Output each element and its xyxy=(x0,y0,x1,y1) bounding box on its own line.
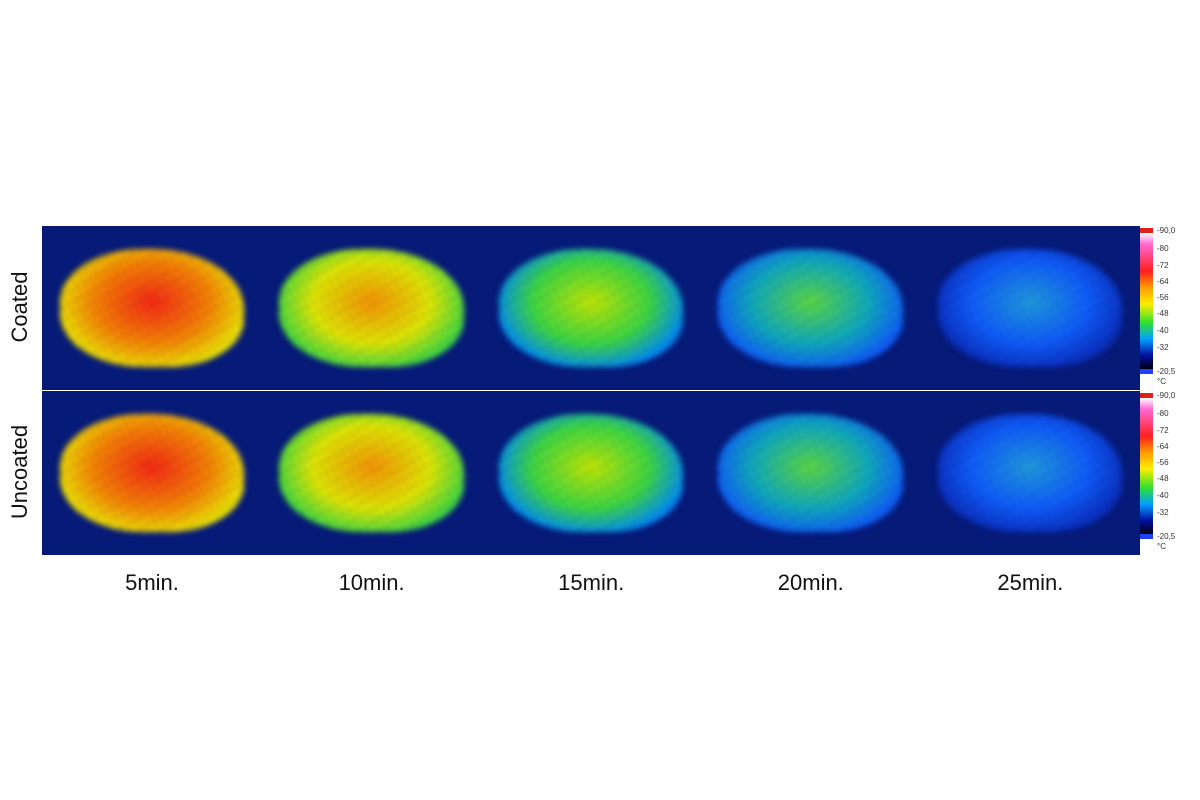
colorbar-tick: -32 xyxy=(1157,508,1169,517)
colorbar-unit: °C xyxy=(1157,542,1166,551)
thermal-image-coated-5min xyxy=(42,226,262,390)
heat-pattern xyxy=(498,248,684,368)
thermal-image-uncoated-15min xyxy=(481,391,701,555)
thermal-image-uncoated-10min xyxy=(261,391,482,555)
time-label: 15min. xyxy=(558,570,625,595)
colorbar-under-cap xyxy=(1140,369,1153,374)
temperature-colorbar xyxy=(1140,398,1153,534)
coated-thermal-row xyxy=(42,226,1140,390)
colorbar-tick: -64 xyxy=(1157,277,1169,286)
time-label: 5min. xyxy=(125,570,179,595)
colorbar-tick: -56 xyxy=(1157,293,1169,302)
colorbar-tick: -32 xyxy=(1157,343,1169,352)
row-label-uncoated: Uncoated xyxy=(7,424,32,520)
colorbar-tick: -40 xyxy=(1157,491,1169,500)
colorbar-tick: -64 xyxy=(1157,442,1169,451)
heat-pattern xyxy=(59,413,245,533)
uncoated-thermal-row xyxy=(42,391,1140,555)
heat-pattern xyxy=(279,413,464,533)
heat-pattern xyxy=(937,413,1123,533)
colorbar-tick: -72 xyxy=(1157,426,1169,435)
colorbar-tick: -90,0 xyxy=(1157,391,1176,400)
thermal-image-uncoated-5min xyxy=(42,391,262,555)
colorbar-unit: °C xyxy=(1157,377,1166,386)
colorbar-under-cap xyxy=(1140,534,1153,539)
thermal-image-coated-15min xyxy=(481,226,701,390)
heat-pattern xyxy=(937,248,1123,368)
time-label: 10min. xyxy=(338,570,405,595)
colorbar-over-cap xyxy=(1140,393,1153,398)
colorbar-tick: -40 xyxy=(1157,326,1169,335)
heat-pattern xyxy=(718,248,903,368)
row-label-coated: Coated xyxy=(7,271,32,343)
colorbar-tick: -56 xyxy=(1157,458,1169,467)
thermal-image-uncoated-25min xyxy=(920,391,1140,555)
colorbar-tick: -80 xyxy=(1157,244,1169,253)
colorbar-tick: -20,5 xyxy=(1157,532,1176,541)
colorbar-tick: -90,0 xyxy=(1157,226,1176,235)
colorbar-over-cap xyxy=(1140,228,1153,233)
temperature-colorbar xyxy=(1140,233,1153,369)
thermal-image-uncoated-20min xyxy=(700,391,921,555)
thermal-image-coated-25min xyxy=(920,226,1140,390)
colorbar-tick: -80 xyxy=(1157,409,1169,418)
colorbar-tick: -48 xyxy=(1157,309,1169,318)
heat-pattern xyxy=(718,413,903,533)
colorbar-tick: -20,5 xyxy=(1157,367,1176,376)
thermal-image-coated-10min xyxy=(261,226,482,390)
thermal-image-coated-20min xyxy=(700,226,921,390)
heat-pattern xyxy=(279,248,464,368)
time-label: 20min. xyxy=(777,570,844,595)
colorbar-tick: -72 xyxy=(1157,261,1169,270)
heat-pattern xyxy=(59,248,245,368)
heat-pattern xyxy=(498,413,684,533)
time-label: 25min. xyxy=(997,570,1064,595)
colorbar-tick: -48 xyxy=(1157,474,1169,483)
